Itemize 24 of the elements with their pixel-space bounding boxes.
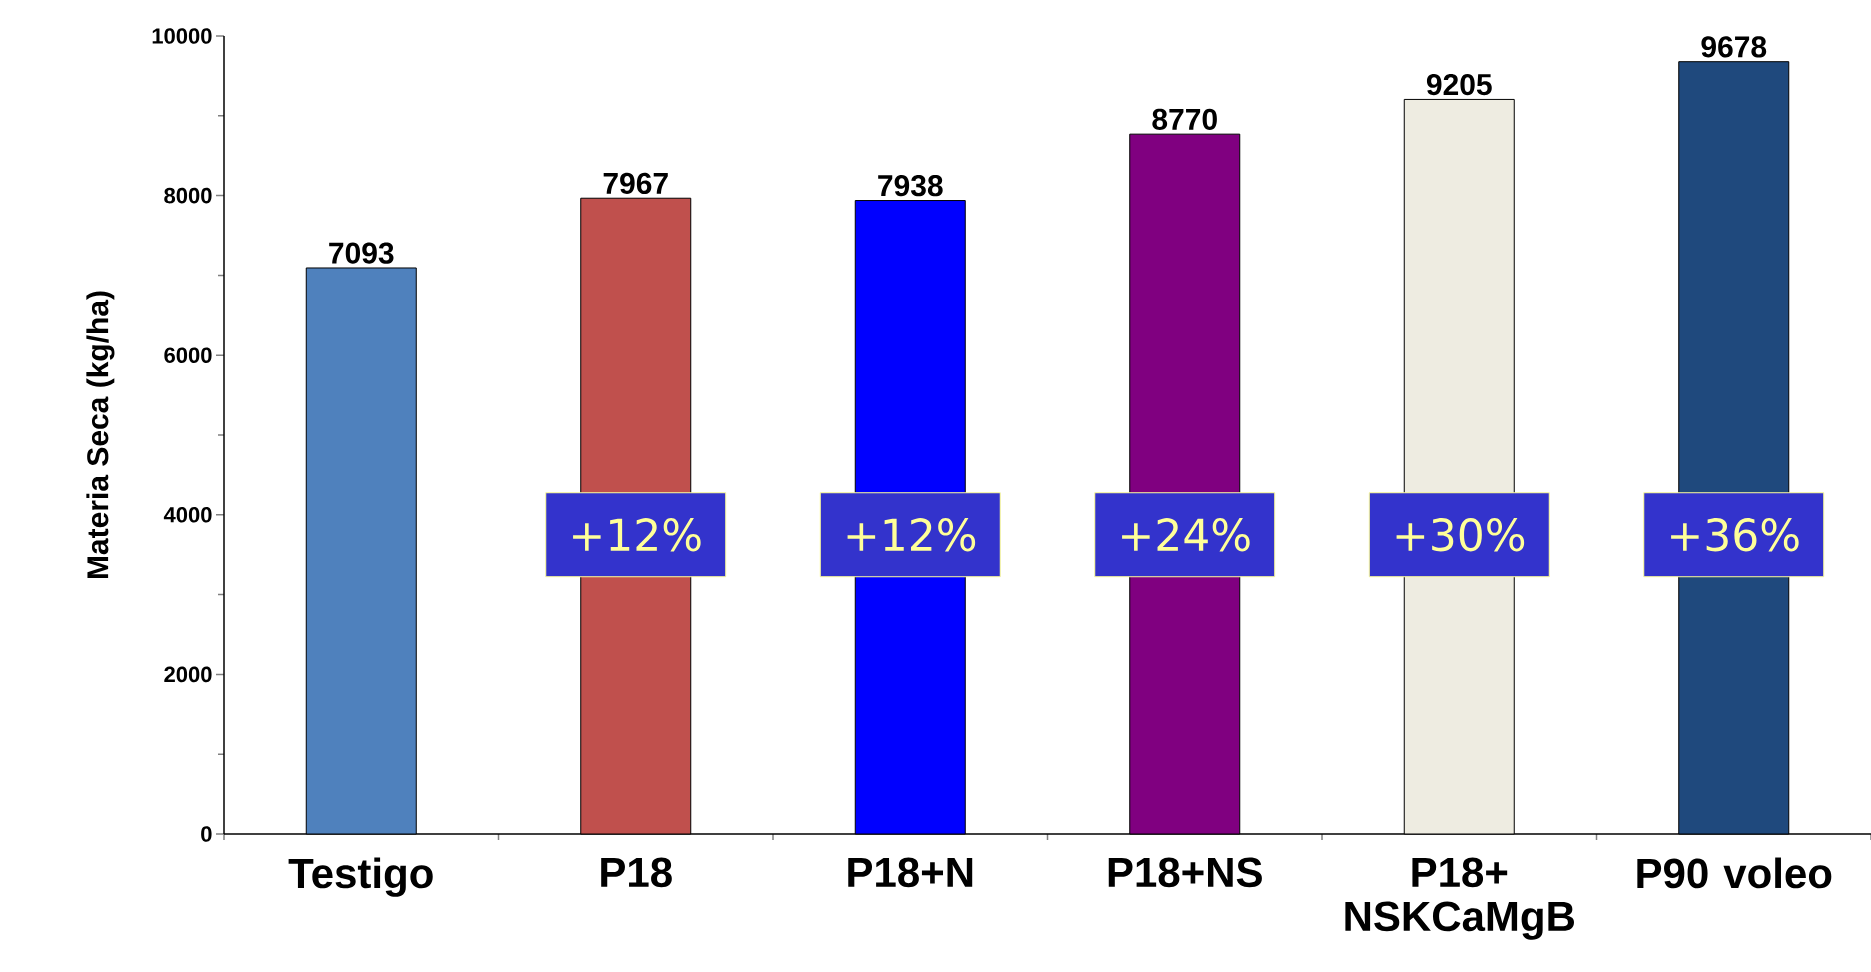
x-tick-label: P18 (601, 857, 672, 888)
y-tick-label: 6000 (164, 347, 212, 363)
data-label: 9678 (1701, 36, 1767, 58)
y-tick-label: 2000 (164, 666, 212, 683)
data-label: 8770 (1152, 108, 1217, 130)
annotation: +36% (1671, 518, 1799, 552)
annotation: +12% (847, 518, 976, 552)
y-tick-label: 10000 (152, 28, 212, 44)
y-tick-label: 4000 (163, 507, 212, 523)
x-tick-label: Testigo (288, 857, 433, 897)
y-tick-label: 8000 (164, 187, 212, 204)
data-label: 7938 (878, 175, 943, 197)
data-label: 9205 (1426, 73, 1492, 96)
data-label: 7093 (329, 242, 394, 264)
x-tick-label: P18+NS (1108, 857, 1262, 888)
y-axis-title: Materia Seca (kg/ha) (86, 291, 115, 579)
x-tick-label: P18+ NSKCaMgB (1345, 857, 1574, 940)
annotation: +12% (573, 518, 701, 552)
data-label: 7967 (603, 172, 668, 195)
y-tick-label: 0 (201, 826, 212, 842)
x-tick-label: P90 voleo (1637, 857, 1832, 889)
annotation: +30% (1396, 518, 1525, 552)
x-tick-label: P18+N (848, 857, 973, 888)
annotation: +24% (1122, 518, 1250, 552)
